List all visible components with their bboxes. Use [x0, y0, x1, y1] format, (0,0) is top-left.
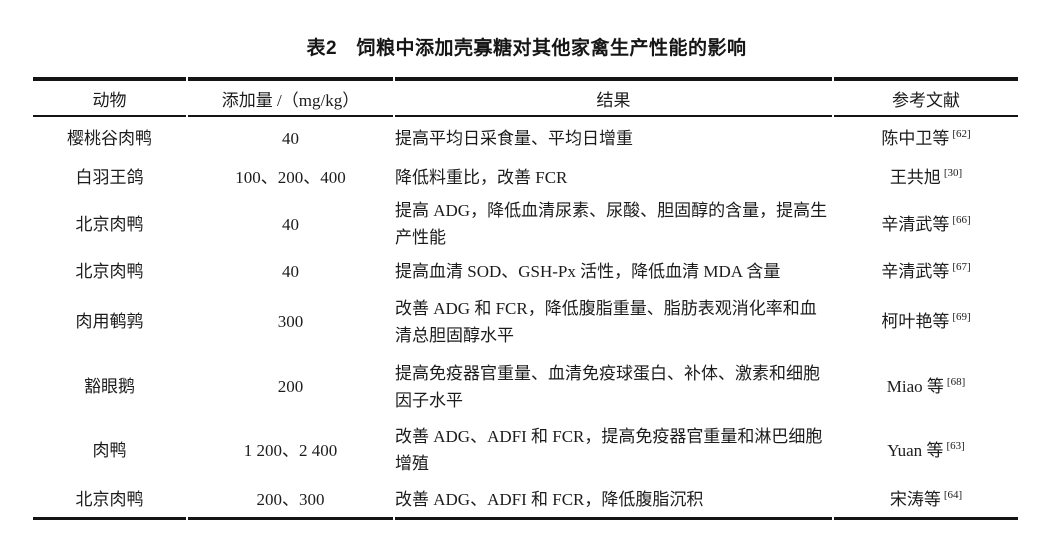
dose-cell: 40 — [282, 261, 299, 281]
table-row: 豁眼鹅 200 提高免疫器官重量、血清免疫球蛋白、补体、激素和细胞因子水平 Mi… — [33, 354, 1018, 419]
reference-cell: Yuan 等 [63] — [834, 419, 1018, 481]
ref-citation-number: [30] — [943, 166, 963, 179]
result-cell: 改善 ADG、ADFI 和 FCR，降低腹脂沉积 — [395, 481, 832, 520]
result-cell: 改善 ADG 和 FCR，降低腹脂重量、脂肪表观消化率和血清总胆固醇水平 — [395, 298, 817, 345]
reference-cell: Miao 等 [68] — [834, 354, 1018, 419]
reference-cell: 宋涛等 [64] — [834, 481, 1018, 520]
dose-cell: 1 200、2 400 — [243, 440, 338, 460]
dose-cell: 300 — [277, 312, 304, 331]
animal-cell: 樱桃谷肉鸭 — [67, 128, 152, 148]
table-row: 北京肉鸭 40 提高 ADG，降低血清尿素、尿酸、胆固醇的含量，提高生产性能 辛… — [33, 195, 1018, 253]
header-reference: 参考文献 — [834, 77, 1018, 117]
animal-cell: 北京肉鸭 — [33, 481, 186, 520]
animal-cell: 北京肉鸭 — [75, 214, 144, 234]
animal-cell: 豁眼鹅 — [84, 377, 135, 396]
result-cell: 提高 ADG，降低血清尿素、尿酸、胆固醇的含量，提高生产性能 — [395, 201, 828, 247]
ref-author: 宋涛等 — [889, 489, 941, 509]
ref-citation-number: [69] — [952, 311, 971, 324]
ref-citation-number: [63] — [946, 439, 965, 452]
ref-citation-number: [66] — [952, 213, 971, 226]
header-row: 动物 添加量 /（mg/kg） 结果 参考文献 — [33, 77, 1018, 117]
reference-cell: 柯叶艳等 [69] — [834, 289, 1018, 354]
header-animal: 动物 — [33, 77, 186, 117]
ref-author: Yuan 等 — [887, 440, 944, 460]
table-caption: 表2 饲粮中添加壳寡糖对其他家禽生产性能的影响 — [306, 38, 747, 59]
table-row: 北京肉鸭 200、300 改善 ADG、ADFI 和 FCR，降低腹脂沉积 宋涛… — [33, 481, 1018, 520]
reference-cell: 王共旭 [30] — [834, 159, 1018, 195]
header-dose: 添加量 /（mg/kg） — [188, 77, 393, 117]
dose-cell: 40 — [282, 214, 299, 234]
ref-citation-number: [67] — [952, 260, 971, 273]
result-cell: 改善 ADG、ADFI 和 FCR，提高免疫器官重量和淋巴细胞增殖 — [395, 427, 823, 473]
reference-cell: 辛清武等 [67] — [834, 253, 1018, 289]
result-cell: 提高免疫器官重量、血清免疫球蛋白、补体、激素和细胞因子水平 — [395, 363, 820, 410]
ref-author: 辛清武等 — [881, 261, 950, 281]
animal-cell: 北京肉鸭 — [75, 261, 144, 281]
ref-citation-number: [68] — [946, 376, 966, 389]
result-cell: 降低料重比，改善 FCR — [395, 167, 568, 187]
animal-cell: 白羽王鸽 — [75, 167, 144, 187]
ref-citation-number: [64] — [943, 488, 963, 501]
ref-citation-number: [62] — [952, 127, 971, 140]
reference-cell: 陈中卫等 [62] — [834, 117, 1018, 159]
ref-author: Miao 等 — [886, 377, 944, 396]
dose-cell: 200、300 — [188, 481, 393, 520]
dose-cell: 100、200、400 — [235, 167, 346, 187]
table-row: 樱桃谷肉鸭 40 提高平均日采食量、平均日增重 陈中卫等 [62] — [33, 117, 1018, 159]
table-row: 肉用鹌鹑 300 改善 ADG 和 FCR，降低腹脂重量、脂肪表观消化率和血清总… — [33, 289, 1018, 354]
result-cell: 提高平均日采食量、平均日增重 — [395, 128, 633, 148]
table-header: 动物 添加量 /（mg/kg） 结果 参考文献 — [33, 77, 1018, 117]
table-row: 肉鸭 1 200、2 400 改善 ADG、ADFI 和 FCR，提高免疫器官重… — [33, 419, 1018, 481]
animal-cell: 肉用鹌鹑 — [75, 312, 144, 331]
ref-author: 陈中卫等 — [881, 128, 950, 148]
result-cell: 提高血清 SOD、GSH-Px 活性，降低血清 MDA 含量 — [395, 261, 781, 281]
dose-cell: 40 — [282, 128, 299, 148]
table-body: 樱桃谷肉鸭 40 提高平均日采食量、平均日增重 陈中卫等 [62] 白羽王鸽 10… — [33, 117, 1018, 520]
dose-cell: 200 — [277, 377, 304, 396]
reference-cell: 辛清武等 [66] — [834, 195, 1018, 253]
poultry-performance-table: 动物 添加量 /（mg/kg） 结果 参考文献 樱桃谷肉鸭 40 提高平均日采食… — [31, 77, 1020, 520]
ref-author: 柯叶艳等 — [881, 312, 950, 331]
animal-cell: 肉鸭 — [92, 440, 127, 460]
header-result: 结果 — [395, 77, 832, 117]
ref-author: 辛清武等 — [881, 214, 950, 234]
table-row: 白羽王鸽 100、200、400 降低料重比，改善 FCR 王共旭 [30] — [33, 159, 1018, 195]
table-row: 北京肉鸭 40 提高血清 SOD、GSH-Px 活性，降低血清 MDA 含量 辛… — [33, 253, 1018, 289]
ref-author: 王共旭 — [889, 167, 941, 187]
